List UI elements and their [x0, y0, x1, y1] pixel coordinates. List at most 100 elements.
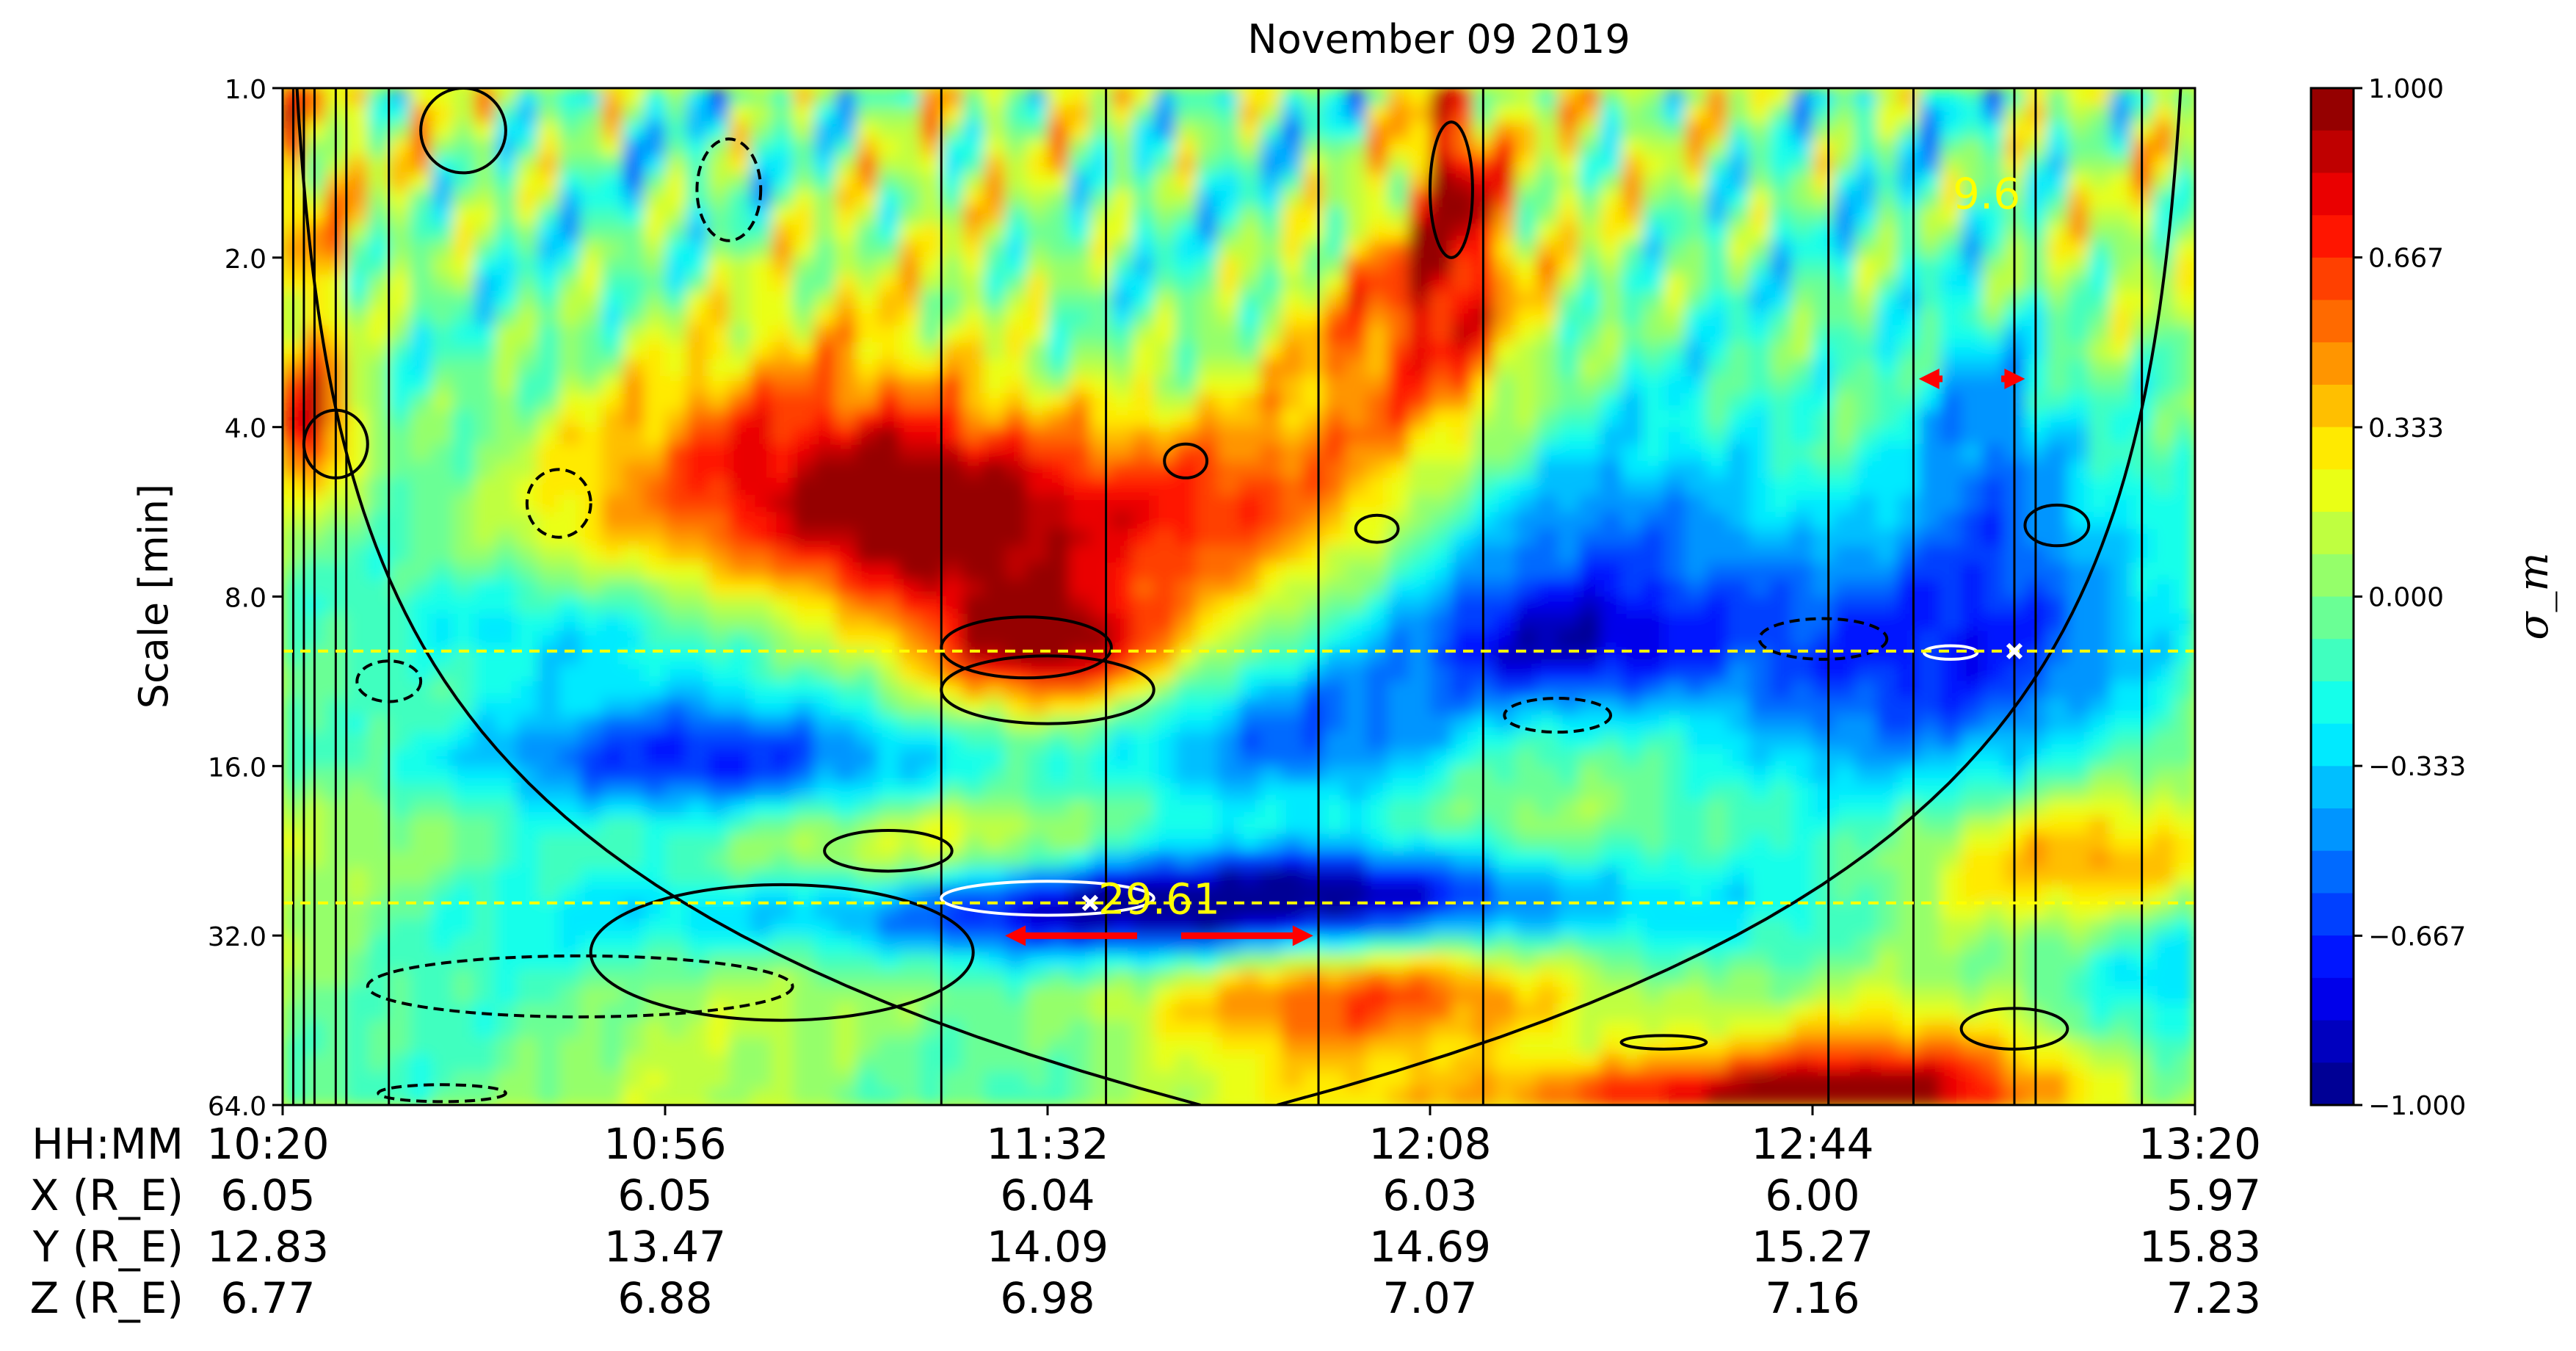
heatmap-cell [1813, 613, 1835, 632]
heatmap-cell [346, 579, 369, 598]
heatmap-cell [1642, 512, 1665, 530]
heatmap-cell [1813, 715, 1835, 734]
heatmap-cell [1578, 410, 1601, 429]
heatmap-cell [1324, 969, 1346, 988]
heatmap-cell [1451, 393, 1474, 412]
heatmap-cell [1260, 783, 1282, 801]
heatmap-cell [792, 410, 816, 429]
heatmap-cell [1663, 443, 1686, 463]
heatmap-cell [346, 935, 369, 954]
heatmap-cell [899, 443, 921, 463]
heatmap-cell [1281, 240, 1304, 259]
heatmap-cell [1026, 630, 1049, 649]
heatmap-cell [1791, 189, 1814, 209]
heatmap-cell [388, 291, 412, 310]
heatmap-cell [899, 274, 921, 293]
heatmap-cell [1706, 1020, 1729, 1039]
heatmap-cell [1153, 935, 1177, 954]
heatmap-cell [1706, 1054, 1729, 1073]
heatmap-cell [367, 274, 391, 293]
heatmap-cell [1493, 952, 1517, 971]
heatmap-cell [792, 359, 816, 377]
heatmap-cell [1068, 376, 1092, 394]
heatmap-cell [1217, 867, 1240, 886]
heatmap-cell [474, 613, 496, 632]
heatmap-cell [962, 393, 985, 412]
heatmap-cell [1791, 512, 1814, 530]
heatmap-cell [1089, 1003, 1113, 1022]
heatmap-cell [516, 715, 539, 734]
heatmap-cell [580, 206, 603, 225]
heatmap-cell [1961, 902, 1984, 920]
heatmap-cell [1366, 1037, 1389, 1056]
heatmap-cell [1048, 613, 1070, 632]
heatmap-cell [1557, 579, 1581, 598]
heatmap-cell [1918, 816, 1942, 836]
heatmap-cell [1642, 393, 1665, 412]
heatmap-cell [1068, 986, 1092, 1004]
heatmap-cell [623, 173, 645, 191]
heatmap-cell [1685, 783, 1708, 801]
heatmap-cell [1854, 308, 1878, 327]
heatmap-cell [920, 477, 943, 496]
heatmap-cell [1982, 189, 2005, 209]
heatmap-cell [1833, 529, 1857, 547]
heatmap-cell [1153, 189, 1177, 209]
heatmap-cell [516, 376, 539, 394]
heatmap-cell [1557, 291, 1581, 310]
heatmap-cell [1791, 969, 1814, 988]
heatmap-cell [1493, 495, 1517, 513]
heatmap-cell [1557, 88, 1581, 106]
heatmap-cell [899, 766, 921, 784]
heatmap-cell [1387, 919, 1410, 937]
heatmap-cell [623, 156, 645, 174]
heatmap-cell [1175, 189, 1198, 209]
heatmap-cell [792, 173, 816, 191]
heatmap-cell [1005, 376, 1028, 394]
heatmap-cell [1514, 1003, 1538, 1022]
heatmap-cell [1536, 443, 1559, 463]
heatmap-cell [537, 512, 560, 530]
heatmap-cell [984, 156, 1006, 174]
heatmap-cell [516, 546, 539, 564]
heatmap-cell [1770, 359, 1793, 377]
heatmap-cell [1940, 410, 1963, 429]
heatmap-cell [1260, 800, 1282, 819]
heatmap-cell [1940, 274, 1963, 293]
heatmap-cell [1706, 596, 1729, 615]
heatmap-cell [899, 833, 921, 852]
heatmap-cell [1153, 884, 1177, 903]
heatmap-cell [1048, 410, 1070, 429]
heatmap-cell [962, 359, 985, 377]
heatmap-cell [1791, 562, 1814, 581]
heatmap-cell [346, 308, 369, 327]
heatmap-cell [1409, 546, 1432, 564]
heatmap-cell [623, 715, 645, 734]
heatmap-cell [1260, 274, 1282, 293]
heatmap-cell [1111, 274, 1134, 293]
heatmap-cell [1642, 477, 1665, 496]
heatmap-cell [1026, 173, 1049, 191]
heatmap-cell [1260, 1037, 1282, 1056]
heatmap-cell [920, 206, 943, 225]
heatmap-cell [1876, 579, 1899, 598]
heatmap-cell [1451, 427, 1474, 446]
heatmap-cell [941, 342, 964, 361]
heatmap-cell [1493, 460, 1517, 479]
heatmap-cell [1196, 477, 1219, 496]
heatmap-cell [474, 562, 496, 581]
heatmap-cell [1663, 613, 1686, 632]
heatmap-cell [1111, 495, 1134, 513]
heatmap-cell [1302, 867, 1325, 886]
heatmap-cell [984, 173, 1006, 191]
heatmap-cell [1578, 477, 1601, 496]
heatmap-cell [559, 969, 581, 988]
heatmap-cell [1727, 579, 1750, 598]
heatmap-cell [728, 546, 752, 564]
heatmap-cell [431, 325, 454, 344]
heatmap-cell [1897, 443, 1920, 463]
heatmap-cell [1663, 359, 1686, 377]
heatmap-cell [1026, 257, 1049, 276]
heatmap-cell [623, 443, 645, 463]
heatmap-cell [1940, 512, 1963, 530]
